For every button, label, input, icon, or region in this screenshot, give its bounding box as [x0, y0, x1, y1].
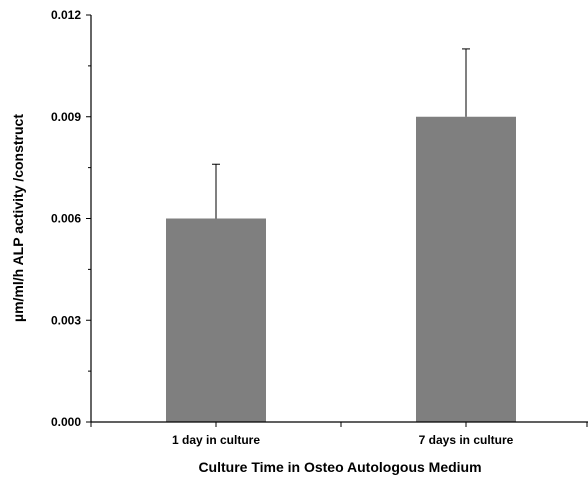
- y-tick-label-4: 0.012: [51, 8, 81, 22]
- y-axis-title: µm/ml/h ALP activity /construct: [10, 114, 26, 322]
- tick-labels: 0.000 0.003 0.006 0.009 0.012 1 day in cultur…: [51, 8, 514, 447]
- y-tick-label-1: 0.003: [51, 313, 81, 327]
- x-tick-label-1: 1 day in culture: [172, 433, 260, 447]
- y-tick-label-2: 0.006: [51, 212, 81, 226]
- y-tick-label-3: 0.009: [51, 110, 81, 124]
- x-axis-title: Culture Time in Osteo Autologous Medium: [198, 459, 481, 475]
- axes: [86, 14, 588, 427]
- bar-1: [166, 218, 266, 422]
- x-tick-label-2: 7 days in culture: [419, 433, 514, 447]
- bar-2: [416, 116, 516, 422]
- y-tick-label-0: 0.000: [51, 415, 81, 429]
- plot-marks: [166, 48, 516, 422]
